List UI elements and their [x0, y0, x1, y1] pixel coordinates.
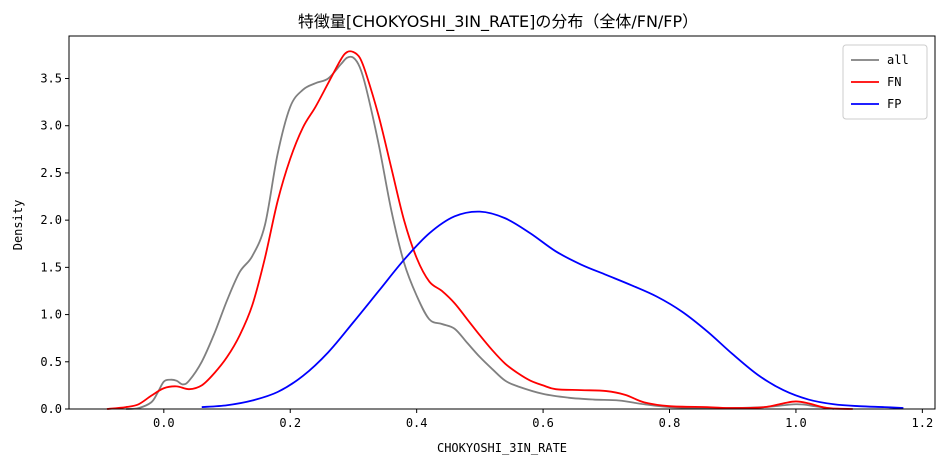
legend: all FN FP: [842, 44, 928, 120]
y-tick-label: 0.5: [40, 355, 62, 369]
y-tick-label: 1.5: [40, 260, 62, 274]
y-tick-label: 1.0: [40, 308, 62, 322]
x-tick-label: 0.4: [406, 416, 428, 430]
legend-label-all: all: [887, 53, 909, 67]
plot-frame: [68, 35, 936, 410]
y-tick-label: 2.0: [40, 213, 62, 227]
y-tick-label: 3.0: [40, 119, 62, 133]
legend-box: [842, 44, 928, 120]
y-tick-label: 2.5: [40, 166, 62, 180]
x-tick-label: 1.0: [785, 416, 807, 430]
x-tick-label: 0.6: [532, 416, 554, 430]
plot-lines: [106, 50, 904, 410]
x-axis-label: CHOKYOSHI_3IN_RATE: [437, 441, 567, 455]
series-line-all: [125, 55, 834, 410]
x-tick-label: 1.2: [912, 416, 934, 430]
x-tick-label: 0.0: [153, 416, 175, 430]
x-tick-label: 0.8: [659, 416, 681, 430]
series-line-fn: [106, 50, 853, 410]
chart-title: 特徴量[CHOKYOSHI_3IN_RATE]の分布（全体/FN/FP）: [298, 12, 698, 32]
y-tick-label: 0.0: [40, 402, 62, 416]
y-axis-ticks: 0.0 0.5 1.0 1.5 2.0 2.5 3.0 3.5: [40, 71, 69, 416]
y-tick-label: 3.5: [40, 71, 62, 85]
legend-label-fp: FP: [887, 97, 901, 111]
y-axis-label: Density: [11, 200, 25, 251]
x-tick-label: 0.2: [279, 416, 301, 430]
x-axis-ticks: 0.0 0.2 0.4 0.6 0.8 1.0 1.2: [153, 409, 933, 430]
series-line-fp: [201, 210, 904, 409]
legend-label-fn: FN: [887, 75, 901, 89]
